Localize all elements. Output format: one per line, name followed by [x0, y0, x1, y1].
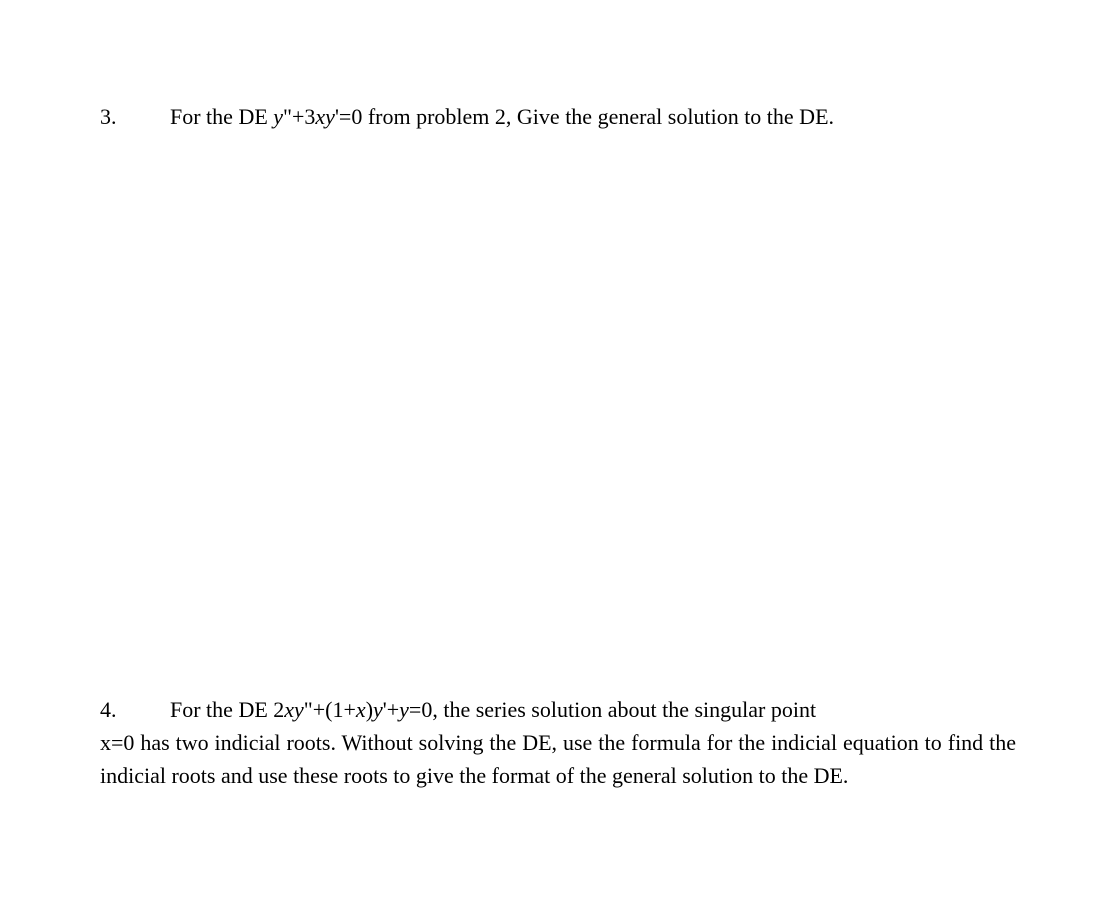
- problem-3-text-before: For the DE: [170, 104, 273, 129]
- problem-4-equation: 2xy"+(1+x)y'+y=0: [273, 697, 432, 722]
- problem-3: 3. For the DE y"+3xy'=0 from problem 2, …: [100, 100, 1016, 133]
- problem-4-text-after: , the series solution about the singular…: [432, 697, 816, 722]
- problem-4-continuation: x=0 has two indicial roots. Without solv…: [100, 726, 1016, 792]
- problem-3-text-after: from problem 2, Give the general solutio…: [362, 104, 834, 129]
- problem-4-text-before: For the DE: [170, 697, 273, 722]
- problem-4: 4. For the DE 2xy"+(1+x)y'+y=0, the seri…: [100, 693, 1016, 792]
- problem-3-text: For the DE y"+3xy'=0 from problem 2, Giv…: [170, 100, 1016, 133]
- problem-3-number: 3.: [100, 100, 170, 133]
- problem-4-line: 4. For the DE 2xy"+(1+x)y'+y=0, the seri…: [100, 693, 1016, 726]
- problem-3-equation: y"+3xy'=0: [273, 104, 362, 129]
- problem-3-line: 3. For the DE y"+3xy'=0 from problem 2, …: [100, 100, 1016, 133]
- problem-4-number: 4.: [100, 693, 170, 726]
- problem-4-text: For the DE 2xy"+(1+x)y'+y=0, the series …: [170, 693, 1016, 726]
